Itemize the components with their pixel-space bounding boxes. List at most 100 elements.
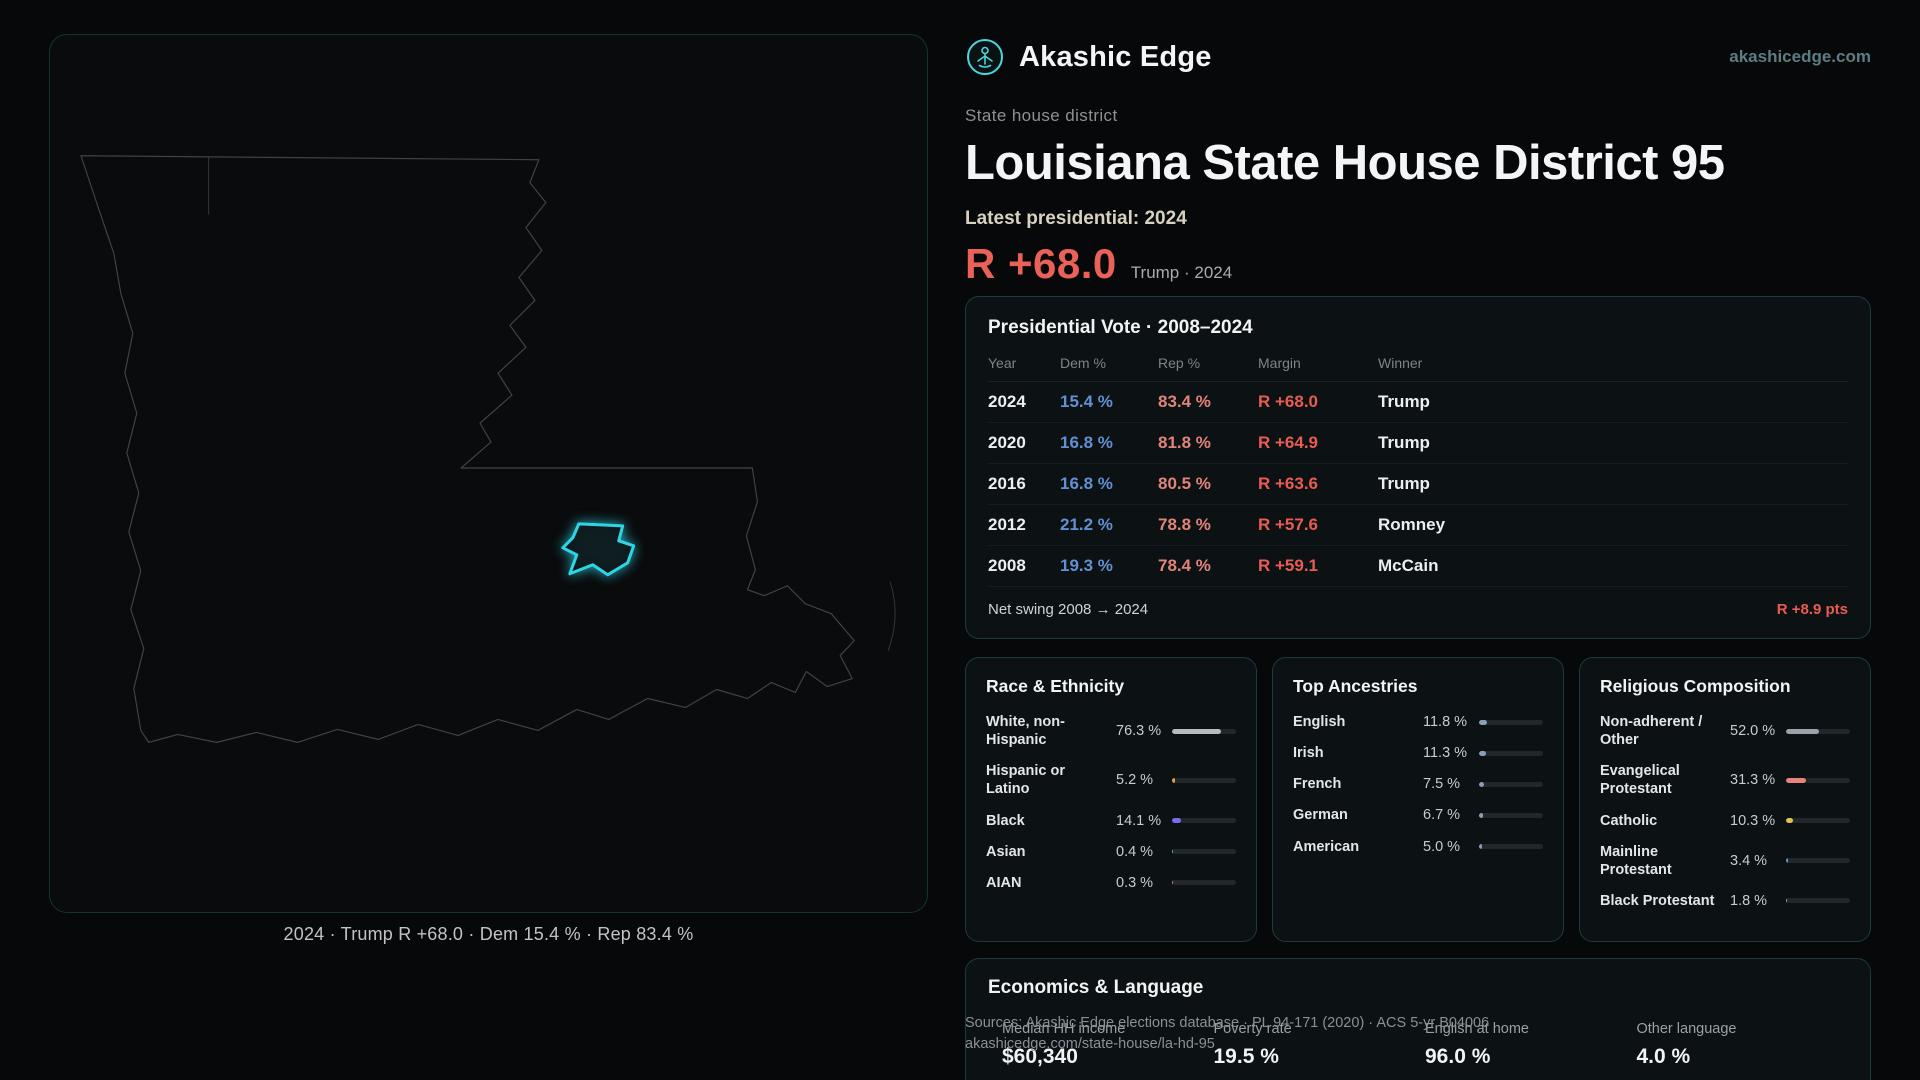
- col-margin: Margin: [1258, 355, 1301, 371]
- stat-other-language: Other language 4.0 %: [1637, 1021, 1849, 1069]
- col-year: Year: [988, 355, 1017, 371]
- cell-rep: 80.5 %: [1158, 474, 1211, 493]
- presidential-vote-card: Presidential Vote · 2008–2024 Year Dem %…: [965, 296, 1871, 639]
- latest-presidential-label: Latest presidential: 2024: [965, 208, 1187, 229]
- cell-year: 2020: [988, 433, 1026, 452]
- stat-bar: [1786, 898, 1850, 904]
- headline-margin: R +68.0 Trump · 2024: [965, 240, 1871, 288]
- cell-year: 2008: [988, 556, 1026, 575]
- district-95-shape[interactable]: [561, 522, 636, 577]
- stat-value: 4.0 %: [1636, 1045, 1691, 1068]
- brand-header: Akashic Edge akashicedge.com: [965, 34, 1871, 80]
- cell-dem: 19.3 %: [1060, 556, 1113, 575]
- stat-value: 76.3 %: [1116, 723, 1162, 740]
- card-title: Economics & Language: [988, 977, 1204, 998]
- stat-value: 5.0 %: [1423, 838, 1461, 855]
- stat-value: 10.3 %: [1730, 812, 1776, 829]
- district-map-panel: [49, 34, 928, 913]
- cell-dem: 15.4 %: [1060, 392, 1113, 411]
- brand-name: Akashic Edge: [1019, 40, 1212, 73]
- stat-label: Other language: [1636, 1021, 1737, 1037]
- state-outline: [80, 155, 855, 743]
- economics-language-card: Economics & Language Median HH income $6…: [965, 958, 1871, 1080]
- cell-rep: 78.8 %: [1158, 515, 1211, 534]
- stat-value: 11.3 %: [1423, 745, 1468, 762]
- stat-value: $60,340: [1002, 1045, 1078, 1068]
- sources-line: Sources: Akashic Edge elections database…: [965, 1015, 1490, 1031]
- stat-bar: [1172, 849, 1236, 855]
- stat-bar: [1786, 818, 1850, 824]
- page-title: Louisiana State House District 95: [965, 136, 1725, 190]
- stat-row: Black Protestant 1.8 %: [1600, 892, 1850, 910]
- table-row-2024: 2024 15.4 % 83.4 % R +68.0 Trump: [988, 382, 1848, 423]
- stat-row: AIAN 0.3 %: [986, 874, 1236, 892]
- margin-context: Trump · 2024: [1130, 263, 1233, 282]
- cell-dem: 16.8 %: [1060, 433, 1113, 452]
- table-row-2008: 2008 19.3 % 78.4 % R +59.1 McCain: [988, 546, 1848, 587]
- stat-value: 7.5 %: [1423, 776, 1461, 793]
- stat-value: 31.3 %: [1730, 772, 1776, 789]
- report-column: Akashic Edge akashicedge.com State house…: [965, 34, 1871, 1080]
- col-dem: Dem %: [1060, 355, 1106, 371]
- stat-label: Median HH income: [1002, 1021, 1126, 1037]
- source-url[interactable]: akashicedge.com/state-house/la-hd-95: [965, 1036, 1215, 1052]
- coast-arc: [887, 581, 896, 651]
- stat-bar: [1479, 750, 1543, 756]
- stat-poverty-rate: Poverty rate 19.5 %: [1214, 1021, 1426, 1069]
- stat-label: Evangelical Protestant: [1600, 763, 1680, 798]
- stat-label: English at home: [1425, 1021, 1529, 1037]
- stat-value: 52.0 %: [1730, 723, 1776, 740]
- sources-footnote: Sources: Akashic Edge elections database…: [965, 1013, 1489, 1055]
- table-row-2020: 2020 16.8 % 81.8 % R +64.9 Trump: [988, 423, 1848, 464]
- stat-english-at-home: English at home 96.0 %: [1425, 1021, 1637, 1069]
- cell-dem: 16.8 %: [1060, 474, 1113, 493]
- stat-bar: [1479, 719, 1543, 725]
- card-title: Presidential Vote · 2008–2024: [988, 317, 1253, 338]
- stat-row: Hispanic or Latino 5.2 %: [986, 762, 1236, 798]
- stat-value: 96.0 %: [1425, 1045, 1491, 1068]
- cell-margin: R +68.0: [1258, 392, 1319, 411]
- cell-rep: 83.4 %: [1158, 392, 1211, 411]
- stat-row: Irish 11.3 %: [1293, 744, 1543, 762]
- card-title: Religious Composition: [1600, 676, 1791, 696]
- cell-dem: 21.2 %: [1060, 515, 1113, 534]
- stat-bar: [1479, 844, 1543, 850]
- col-winner: Winner: [1378, 355, 1423, 371]
- stat-row: Evangelical Protestant 31.3 %: [1600, 762, 1850, 798]
- stat-bar: [1786, 777, 1850, 783]
- stat-value: 5.2 %: [1116, 772, 1154, 789]
- stat-row: English 11.8 %: [1293, 713, 1543, 731]
- cell-rep: 78.4 %: [1158, 556, 1211, 575]
- col-rep: Rep %: [1158, 355, 1201, 371]
- demographics-row: Race & Ethnicity White, non-Hispanic 76.…: [965, 657, 1871, 942]
- cell-margin: R +59.1: [1258, 556, 1319, 575]
- cell-winner: Trump: [1378, 392, 1430, 411]
- stat-bar: [1172, 818, 1236, 824]
- economics-stats: Median HH income $60,340 Poverty rate 19…: [988, 1021, 1848, 1069]
- stat-median-income: Median HH income $60,340: [1002, 1021, 1214, 1069]
- stat-bar: [1172, 728, 1236, 734]
- stat-row: Asian 0.4 %: [986, 843, 1236, 861]
- stat-value: 6.7 %: [1423, 807, 1461, 824]
- brand-domain-link[interactable]: akashicedge.com: [1729, 47, 1871, 66]
- cell-margin: R +57.6: [1258, 515, 1319, 534]
- stat-row: Catholic 10.3 %: [1600, 812, 1850, 830]
- cell-year: 2024: [988, 392, 1026, 411]
- stat-row: Black 14.1 %: [986, 812, 1236, 830]
- card-title: Top Ancestries: [1293, 676, 1418, 696]
- stat-label: American: [1293, 838, 1360, 855]
- margin-value: R +68.0: [965, 240, 1117, 287]
- presidential-vote-table: Year Dem % Rep % Margin Winner 2024 15.4…: [988, 351, 1848, 587]
- cell-margin: R +64.9: [1258, 433, 1319, 452]
- cell-winner: Romney: [1378, 515, 1446, 534]
- table-row-2016: 2016 16.8 % 80.5 % R +63.6 Trump: [988, 464, 1848, 505]
- religious-composition-card: Religious Composition Non-adherent / Oth…: [1579, 657, 1871, 942]
- stat-label: Irish: [1293, 745, 1324, 762]
- stat-row: Mainline Protestant 3.4 %: [1600, 843, 1850, 879]
- stat-label: Mainline Protestant: [1600, 843, 1672, 878]
- stat-label: AIAN: [986, 874, 1022, 891]
- cell-winner: Trump: [1378, 474, 1430, 493]
- stat-label: Catholic: [1600, 812, 1658, 829]
- cell-winner: Trump: [1378, 433, 1430, 452]
